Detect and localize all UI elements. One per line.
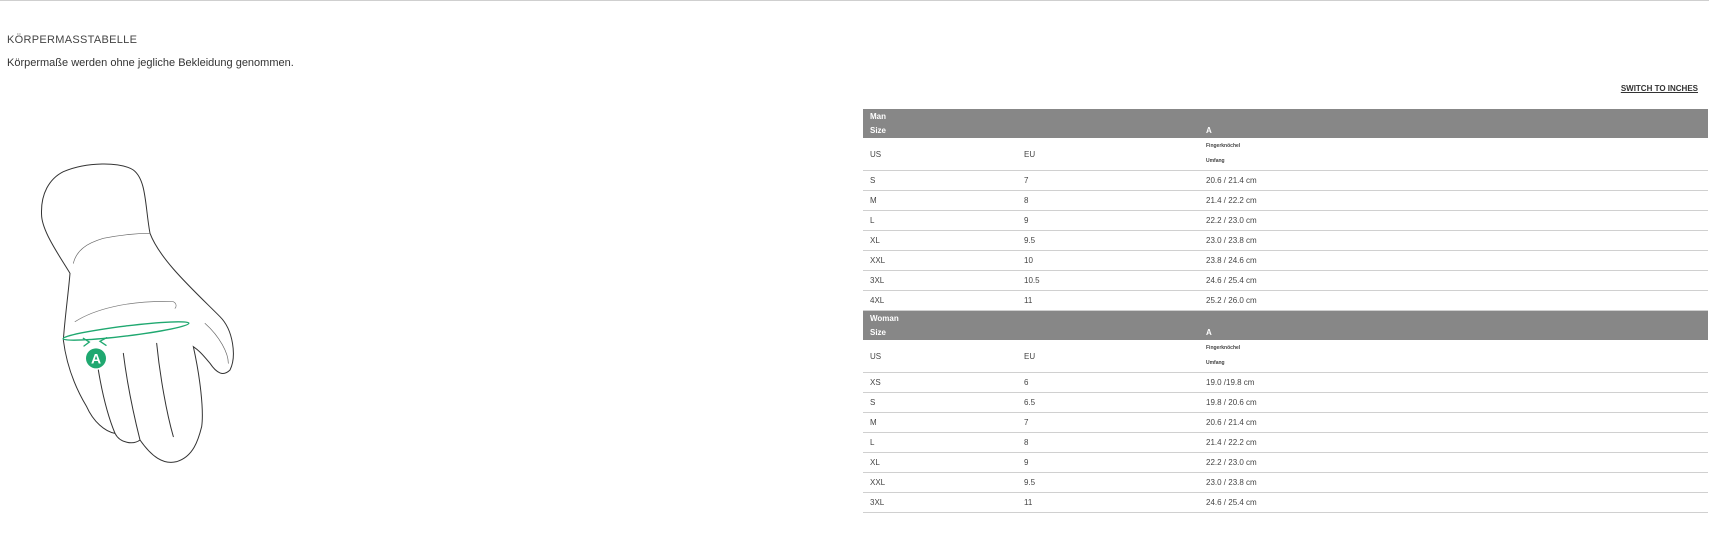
cell-us: XXL: [863, 472, 1017, 493]
cell-eu: 10.5: [1017, 270, 1199, 291]
table-row: L 9 22.2 / 23.0 cm: [863, 210, 1708, 231]
cell-us: S: [863, 170, 1017, 191]
thumb-line: [204, 323, 229, 364]
arrow-left-icon: [82, 337, 91, 347]
cell-us: L: [863, 210, 1017, 231]
cell-eu: 7: [1017, 170, 1199, 191]
group-name: Woman: [863, 310, 1708, 325]
knuckle-line: [74, 301, 177, 322]
table-row: 3XL 11 24.6 / 25.4 cm: [863, 492, 1708, 513]
table-row: 4XL 11 25.2 / 26.0 cm: [863, 290, 1708, 311]
page-subtitle: Körpermaße werden ohne jegliche Bekleidu…: [7, 57, 294, 69]
top-divider: [0, 0, 1709, 1]
table-row: XXL 9.5 23.0 / 23.8 cm: [863, 472, 1708, 493]
cell-a: 21.4 / 22.2 cm: [1199, 190, 1708, 211]
cell-a: 22.2 / 23.0 cm: [1199, 210, 1708, 231]
switch-to-inches-link[interactable]: SWITCH TO INCHES: [1620, 84, 1698, 93]
size-label: Size: [863, 325, 1017, 340]
cell-a: 19.8 / 20.6 cm: [1199, 392, 1708, 413]
cell-a: 25.2 / 26.0 cm: [1199, 290, 1708, 311]
cuff-line: [73, 232, 151, 264]
arrow-right-icon: [98, 336, 108, 346]
cell-a: 24.6 / 25.4 cm: [1199, 492, 1708, 513]
cell-a: 19.0 /19.8 cm: [1199, 372, 1708, 393]
hand-outline: [41, 163, 234, 463]
cell-a: 23.8 / 24.6 cm: [1199, 250, 1708, 271]
size-header-row: Size A: [863, 123, 1708, 138]
marker-a-label: A: [91, 350, 101, 366]
measure-label: A: [1199, 123, 1708, 138]
cell-us: 3XL: [863, 270, 1017, 291]
table-row: S 6.5 19.8 / 20.6 cm: [863, 392, 1708, 413]
finger-line: [97, 369, 116, 434]
measurement-ellipse: [62, 321, 190, 341]
cell-eu: 9: [1017, 210, 1199, 231]
col-us: US: [863, 340, 1017, 373]
finger-line: [122, 352, 141, 441]
hand-measurement-illustration: A: [41, 163, 234, 463]
cell-eu: 8: [1017, 432, 1199, 453]
cell-eu: 9.5: [1017, 230, 1199, 251]
measure-label: A: [1199, 325, 1708, 340]
table-row: XXL 10 23.8 / 24.6 cm: [863, 250, 1708, 271]
measure-desc: Umfang: [1206, 158, 1225, 164]
cell-eu: 8: [1017, 190, 1199, 211]
column-header-row: US EU Fingerknöchel Umfang: [863, 138, 1708, 171]
table-row: M 7 20.6 / 21.4 cm: [863, 412, 1708, 433]
cell-us: XXL: [863, 250, 1017, 271]
col-eu: EU: [1017, 340, 1199, 373]
cell-eu: 11: [1017, 492, 1199, 513]
finger-line: [156, 342, 174, 438]
table-row: XL 9.5 23.0 / 23.8 cm: [863, 230, 1708, 251]
cell-us: 3XL: [863, 492, 1017, 513]
cell-a: 22.2 / 23.0 cm: [1199, 452, 1708, 473]
cell-us: XL: [863, 230, 1017, 251]
cell-us: 4XL: [863, 290, 1017, 311]
col-eu: EU: [1017, 138, 1199, 171]
group-name: Man: [863, 109, 1708, 123]
cell-eu: 9.5: [1017, 472, 1199, 493]
cell-eu: 11: [1017, 290, 1199, 311]
size-label: Size: [863, 123, 1017, 138]
cell-eu: 9: [1017, 452, 1199, 473]
table-row: S 7 20.6 / 21.4 cm: [863, 170, 1708, 191]
measure-desc: Fingerknöchel: [1206, 345, 1241, 351]
cell-us: L: [863, 432, 1017, 453]
cell-eu: 6: [1017, 372, 1199, 393]
group-header-man: Man: [863, 109, 1708, 123]
table-row: L 8 21.4 / 22.2 cm: [863, 432, 1708, 453]
cell-us: M: [863, 412, 1017, 433]
cell-eu: 6.5: [1017, 392, 1199, 413]
cell-a: 24.6 / 25.4 cm: [1199, 270, 1708, 291]
measure-desc: Umfang: [1206, 360, 1225, 366]
cell-eu: 7: [1017, 412, 1199, 433]
cell-a: 23.0 / 23.8 cm: [1199, 472, 1708, 493]
table-row: XS 6 19.0 /19.8 cm: [863, 372, 1708, 393]
measure-desc: Fingerknöchel: [1206, 143, 1241, 149]
size-header-row: Size A: [863, 325, 1708, 340]
cell-a: 20.6 / 21.4 cm: [1199, 412, 1708, 433]
cell-us: XS: [863, 372, 1017, 393]
cell-a: 21.4 / 22.2 cm: [1199, 432, 1708, 453]
cell-us: S: [863, 392, 1017, 413]
cell-a: 20.6 / 21.4 cm: [1199, 170, 1708, 191]
group-header-woman: Woman: [863, 310, 1708, 325]
table-row: M 8 21.4 / 22.2 cm: [863, 190, 1708, 211]
cell-a: 23.0 / 23.8 cm: [1199, 230, 1708, 251]
cell-us: XL: [863, 452, 1017, 473]
marker-a-badge: [86, 348, 106, 369]
cell-eu: 10: [1017, 250, 1199, 271]
page-title: KÖRPERMASSTABELLE: [7, 34, 138, 46]
table-row: 3XL 10.5 24.6 / 25.4 cm: [863, 270, 1708, 291]
column-header-row: US EU Fingerknöchel Umfang: [863, 340, 1708, 373]
cell-us: M: [863, 190, 1017, 211]
col-us: US: [863, 138, 1017, 171]
table-row: XL 9 22.2 / 23.0 cm: [863, 452, 1708, 473]
